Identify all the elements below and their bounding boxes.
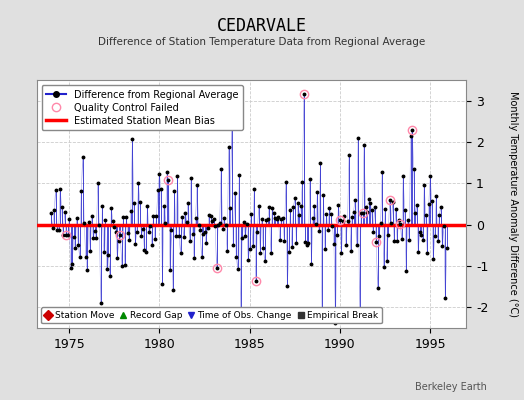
Text: CEDARVALE: CEDARVALE (217, 17, 307, 35)
Text: Difference of Station Temperature Data from Regional Average: Difference of Station Temperature Data f… (99, 37, 425, 47)
Y-axis label: Monthly Temperature Anomaly Difference (°C): Monthly Temperature Anomaly Difference (… (508, 91, 518, 317)
Text: Berkeley Earth: Berkeley Earth (416, 382, 487, 392)
Legend: Station Move, Record Gap, Time of Obs. Change, Empirical Break: Station Move, Record Gap, Time of Obs. C… (41, 307, 382, 324)
